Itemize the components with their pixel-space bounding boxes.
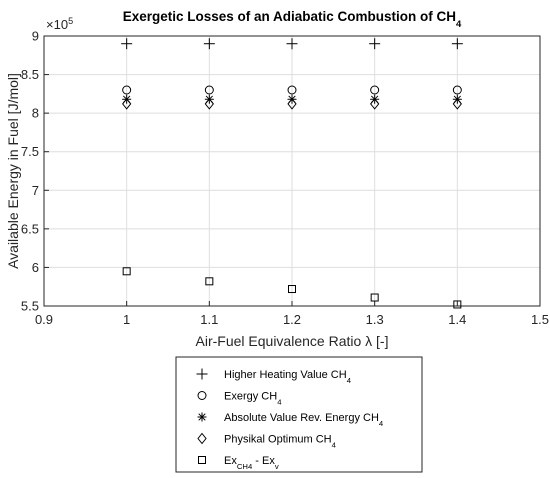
y-tick-label: 5.5 <box>21 299 39 314</box>
data-point-circle <box>204 85 214 95</box>
plot-frame <box>43 35 541 307</box>
x-tick-label: 1.1 <box>200 312 218 327</box>
data-point-square <box>122 267 131 276</box>
y-tick-label: 9 <box>32 29 39 44</box>
legend-label: Physikal Optimum CH4 <box>224 434 337 450</box>
data-point-square <box>370 293 379 302</box>
y-tick-label: 6 <box>32 260 39 275</box>
data-point-diamond <box>452 98 462 110</box>
data-marks <box>121 38 463 309</box>
data-point-plus <box>451 38 463 50</box>
data-point-circle <box>452 85 462 95</box>
x-tick-label: 1 <box>123 312 130 327</box>
chart-title: Exergetic Losses of an Adiabatic Combust… <box>123 9 462 30</box>
legend-label: Absolute Value Rev. Energy CH4 <box>224 412 384 428</box>
data-point-square <box>288 285 296 294</box>
legend-label: Higher Heating Value CH4 <box>224 369 352 385</box>
y-axis-label: Available Energy in Fuel [J/mol] <box>5 73 21 269</box>
tick-labels: 0.9 1 1.1 1.2 1.3 1.4 1.5 5.5 6 6.5 7 7.5 8 8.5 9 <box>21 29 549 328</box>
y-tick-label: 8 <box>32 106 39 121</box>
data-point-plus <box>369 38 381 50</box>
y-tick-label: 8.5 <box>21 67 39 82</box>
legend-marker-diamond <box>197 432 207 445</box>
axes <box>43 35 541 307</box>
legend-marker-circle <box>197 391 207 400</box>
x-tick-label: 0.9 <box>35 312 53 327</box>
data-point-circle <box>122 85 132 95</box>
data-point-diamond <box>122 98 132 110</box>
y-exponent: ×105 <box>46 16 73 32</box>
x-tick-label: 1.3 <box>366 312 384 327</box>
legend-label: ExCH4 - Exv <box>224 455 279 471</box>
y-tick-label: 7.5 <box>21 144 39 159</box>
y-tick-label: 6.5 <box>21 221 39 236</box>
legend-box <box>175 356 423 473</box>
legend-label: Exergy CH4 <box>224 391 282 407</box>
y-tick-label: 7 <box>32 183 39 198</box>
data-point-diamond <box>204 98 214 110</box>
data-point-diamond <box>370 98 380 110</box>
data-point-circle <box>370 85 380 95</box>
data-point-plus <box>286 38 298 50</box>
legend-marker-plus <box>196 368 208 380</box>
data-point-plus <box>203 38 215 50</box>
x-tick-label: 1.4 <box>448 312 466 327</box>
data-point-square <box>453 300 462 309</box>
data-point-diamond <box>287 98 297 110</box>
data-point-square <box>205 277 214 286</box>
x-tick-label: 1.2 <box>283 312 301 327</box>
x-tick-label: 1.5 <box>531 312 549 327</box>
legend-marker-square <box>198 456 206 464</box>
legend: Higher Heating Value CH4 Exergy CH4 Absolu… <box>175 356 423 473</box>
legend-marker-asterisk <box>197 412 207 422</box>
data-point-plus <box>121 38 133 50</box>
data-point-circle <box>287 85 297 95</box>
x-axis-label: Air-Fuel Equivalence Ratio λ [-] <box>196 333 389 349</box>
